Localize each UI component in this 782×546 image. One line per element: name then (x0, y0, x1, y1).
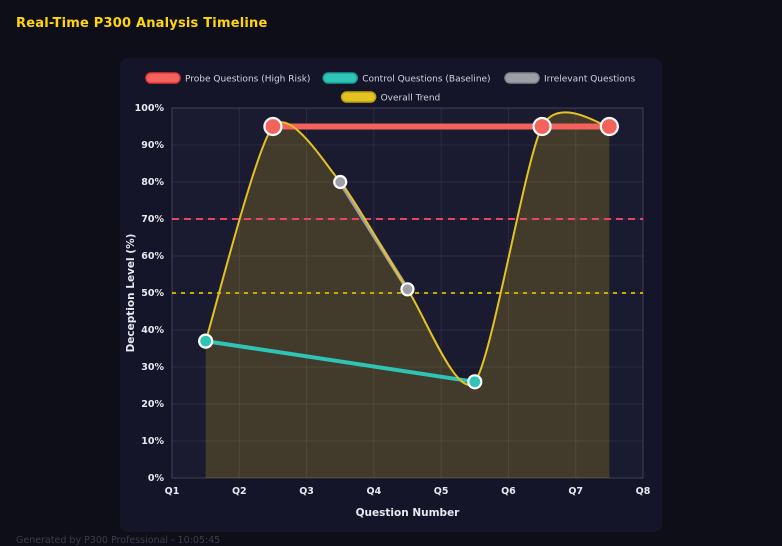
legend-label: Probe Questions (High Risk) (185, 75, 310, 85)
x-axis-title: Question Number (356, 507, 461, 519)
legend-item-2[interactable]: Irrelevant Questions (504, 72, 635, 85)
data-point-s2-0 (333, 174, 348, 190)
x-tick-label: Q6 (501, 486, 516, 497)
y-tick-label: 20% (141, 399, 164, 410)
legend-swatch (145, 72, 181, 84)
legend-swatch (340, 91, 377, 103)
series-line-1 (203, 339, 477, 384)
y-tick-label: 50% (141, 288, 164, 299)
legend-label: Irrelevant Questions (544, 75, 635, 85)
y-tick-label: 0% (148, 473, 165, 484)
legend-label: Control Questions (Baseline) (362, 75, 490, 85)
data-point-s1-0 (198, 333, 214, 349)
data-point-s0-2 (599, 116, 619, 137)
legend-item-0[interactable]: Probe Questions (High Risk) (145, 72, 310, 85)
y-tick-label: 100% (135, 103, 165, 114)
data-point-s2-1 (400, 282, 415, 297)
y-tick-label: 80% (141, 177, 164, 188)
y-tick-label: 90% (141, 140, 164, 151)
y-tick-label: 40% (141, 325, 164, 336)
footer-note: Generated by P300 Professional - 10:05:4… (16, 535, 221, 546)
legend-label: Overall Trend (381, 94, 441, 104)
x-tick-label: Q4 (367, 486, 382, 497)
y-tick-label: 30% (141, 362, 164, 373)
y-tick-label: 10% (141, 436, 164, 447)
plot-border (171, 107, 644, 479)
x-tick-label: Q8 (636, 486, 651, 497)
p300-timeline-chart: Q1 Q2 Q3 Q4 Q5 Q6 Q7 Q8 0% 10% 20% 30% 40% 50% 60% 70% 8… (125, 72, 651, 519)
x-tick-label: Q7 (568, 486, 583, 497)
legend-item-1[interactable]: Control Questions (Baseline) (322, 72, 491, 85)
x-tick-label: Q1 (165, 486, 180, 497)
x-tick-label: Q5 (434, 486, 449, 497)
x-tick-label: Q2 (232, 486, 247, 497)
data-point-s0-0 (263, 116, 283, 137)
x-tick-label: Q3 (299, 486, 314, 497)
y-tick-label: 70% (141, 214, 164, 225)
data-point-s0-1 (532, 116, 552, 137)
legend-item-3[interactable]: Overall Trend (340, 91, 441, 104)
legend-swatch (322, 72, 358, 84)
data-point-s1-1 (467, 374, 483, 390)
y-axis-title: Deception Level (%) (125, 234, 137, 353)
y-tick-label: 60% (141, 251, 164, 262)
page-title: Real-Time P300 Analysis Timeline (16, 16, 268, 31)
chart-panel: Q1 Q2 Q3 Q4 Q5 Q6 Q7 Q8 0% 10% 20% 30% 40% 50% 60% 70% 8… (120, 58, 662, 532)
legend-swatch (504, 72, 540, 84)
